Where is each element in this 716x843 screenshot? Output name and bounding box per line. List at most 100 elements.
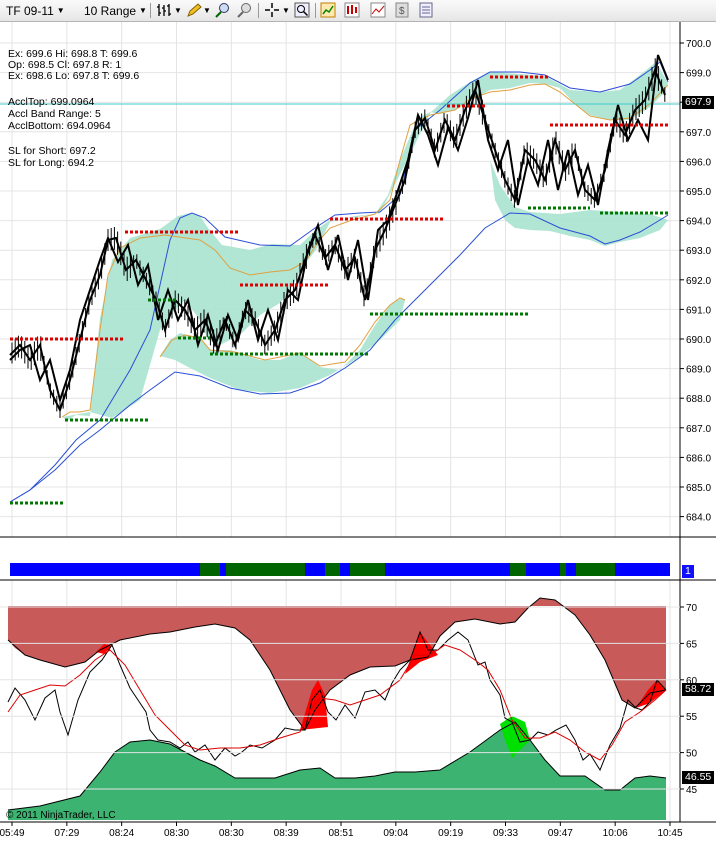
osc-lower-band-line — [7, 721, 667, 811]
accl-lower-line — [9, 212, 669, 503]
price-tick-label: 695.0 — [686, 187, 711, 198]
time-tick-label: 09:19 — [438, 828, 463, 839]
info-accl-top: AcclTop: 699.0964 — [8, 96, 95, 108]
price-axis-ticks: 700.0699.0698.0697.0696.0695.0694.0693.0… — [680, 39, 711, 524]
price-tick-label: 684.0 — [686, 513, 711, 524]
accl-band-fill-right — [490, 160, 668, 246]
time-tick-label: 08:24 — [109, 828, 134, 839]
chevron-down-icon[interactable]: ▼ — [203, 6, 211, 15]
accl-band-fill — [62, 62, 668, 420]
trend-segment — [510, 563, 526, 576]
osc-upper-badge: 58.72 — [682, 683, 715, 696]
price-tick-label: 693.0 — [686, 246, 711, 257]
trend-segment — [566, 563, 576, 576]
price-fast-line — [9, 54, 669, 404]
osc-upper-fill — [8, 598, 666, 730]
time-tick-label: 08:30 — [219, 828, 244, 839]
trend-segment — [10, 563, 200, 576]
time-tick-label: 10:06 — [603, 828, 628, 839]
accl-upper-line — [9, 61, 669, 503]
trend-segment — [526, 563, 560, 576]
svg-text:$: $ — [399, 6, 405, 17]
osc-tick-label: 45 — [686, 785, 698, 796]
price-tick-label: 688.0 — [686, 394, 711, 405]
accl-band-fill-lower — [160, 299, 405, 393]
trend-segment — [350, 563, 385, 576]
time-tick-label: 07:29 — [54, 828, 79, 839]
chart-trader-icon[interactable] — [370, 2, 386, 18]
osc-tick-label: 50 — [686, 749, 698, 760]
chart-toolbar: TF 09-11 ▼ 10 Range ▼ ▼ ▼ ▼ $ — [0, 0, 716, 22]
trend-segment — [576, 563, 615, 576]
trend-segment — [615, 563, 670, 576]
time-tick-label: 08:39 — [274, 828, 299, 839]
properties-icon[interactable] — [418, 2, 434, 18]
time-tick-label: 05:49 — [0, 828, 25, 839]
time-tick-label: 10:45 — [657, 828, 682, 839]
copyright-text: © 2011 NinjaTrader, LLC — [6, 810, 116, 821]
osc-slow-line — [7, 644, 667, 761]
price-tick-label: 685.0 — [686, 483, 711, 494]
info-sl-long: SL for Long: 694.2 — [8, 157, 95, 169]
instrument-selector[interactable]: TF 09-11 ▼ — [6, 2, 65, 19]
chart-canvas[interactable]: 700.0699.0698.0697.0696.0695.0694.0693.0… — [0, 22, 716, 843]
trend-segment — [340, 563, 350, 576]
chevron-down-icon[interactable]: ▼ — [174, 6, 182, 15]
time-tick-label: 09:04 — [383, 828, 408, 839]
osc-cross-red-2 — [405, 632, 438, 674]
zoom-in-icon[interactable] — [214, 2, 230, 18]
osc-axis-ticks: 70 65 60 55 50 45 — [0, 603, 698, 796]
accl-mid-line — [61, 83, 669, 418]
price-tick-label: 696.0 — [686, 157, 711, 168]
price-tick-label: 687.0 — [686, 424, 711, 435]
info-sl-short: SL for Short: 697.2 — [8, 145, 96, 157]
osc-tick-label: 65 — [686, 639, 698, 650]
price-tick-label: 690.0 — [686, 335, 711, 346]
instrument-label: TF 09-11 — [6, 3, 54, 18]
info-accl-range: Accl Band Range: 5 — [8, 108, 101, 120]
trend-segment — [305, 563, 325, 576]
trend-segment — [226, 563, 305, 576]
price-tick-label: 700.0 — [686, 39, 711, 50]
time-tick-label: 09:33 — [493, 828, 518, 839]
price-tick-label: 697.0 — [686, 128, 711, 139]
trend-segment — [385, 563, 510, 576]
chevron-down-icon: ▼ — [56, 6, 65, 15]
indicators-icon[interactable] — [320, 2, 336, 18]
bar-type-label: 10 Range — [84, 3, 137, 18]
info-accl-bottom: AcclBottom: 694.0964 — [8, 120, 111, 132]
horizontal-gridlines — [0, 42, 680, 518]
pencil-draw-icon[interactable] — [186, 2, 202, 18]
dollar-icon[interactable]: $ — [394, 2, 410, 18]
crosshair-icon[interactable] — [264, 2, 280, 18]
strategies-icon[interactable] — [344, 2, 360, 18]
price-tick-label: 689.0 — [686, 365, 711, 376]
trend-segment — [220, 563, 226, 576]
price-tick-label: 699.0 — [686, 69, 711, 80]
chevron-down-icon[interactable]: ▼ — [282, 6, 290, 15]
time-tick-label: 08:51 — [328, 828, 353, 839]
zoom-out-icon[interactable] — [236, 2, 252, 18]
time-tick-label: 09:47 — [548, 828, 573, 839]
osc-upper-band-line — [7, 597, 667, 731]
chevron-down-icon: ▼ — [139, 6, 147, 15]
trend-segment — [325, 563, 340, 576]
price-tick-label: 694.0 — [686, 217, 711, 228]
info-ex-high: Ex: 699.6 Hi: 698.8 T: 699.6 — [8, 48, 138, 60]
magnifier-icon[interactable] — [294, 2, 310, 18]
stop-levels — [10, 75, 668, 505]
osc-lower-fill — [8, 722, 666, 820]
trend-segment — [200, 563, 220, 576]
info-ex-low: Ex: 698.6 Lo: 697.8 T: 699.6 — [8, 70, 140, 82]
osc-lower-badge: 46.55 — [682, 771, 715, 784]
toolbar-separator — [315, 3, 316, 18]
trend-strip — [10, 563, 670, 576]
osc-tick-label: 60 — [686, 676, 698, 687]
bar-type-selector[interactable]: 10 Range ▼ — [84, 2, 147, 19]
trend-segment — [560, 563, 566, 576]
time-tick-label: 08:30 — [164, 828, 189, 839]
osc-fast-line — [7, 630, 667, 772]
toolbar-separator — [150, 3, 151, 18]
bar-style-icon[interactable] — [156, 2, 172, 18]
price-tick-label: 691.0 — [686, 305, 711, 316]
